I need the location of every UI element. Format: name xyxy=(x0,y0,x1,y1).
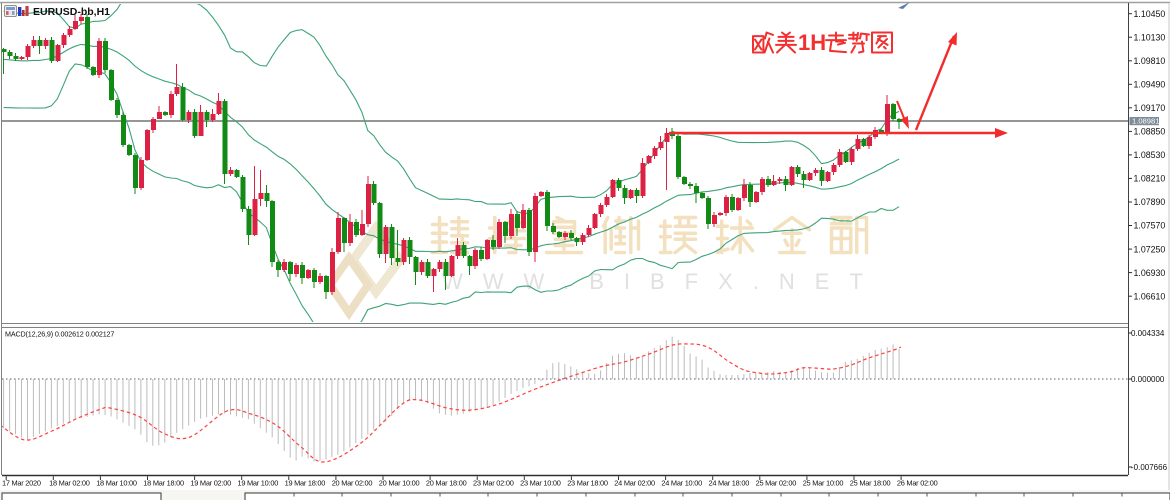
svg-text:17 Mar 2020: 17 Mar 2020 xyxy=(2,479,41,488)
svg-text:1.08981: 1.08981 xyxy=(1132,117,1159,126)
svg-text:26 Mar 02:00: 26 Mar 02:00 xyxy=(897,479,938,488)
svg-text:25 Mar 02:00: 25 Mar 02:00 xyxy=(756,479,797,488)
svg-text:-0.007666: -0.007666 xyxy=(1131,463,1168,472)
svg-text:0.000000: 0.000000 xyxy=(1131,375,1165,384)
svg-text:WWW.BIBFX.NET: WWW.BIBFX.NET xyxy=(442,269,883,294)
svg-text:19 Mar 18:00: 19 Mar 18:00 xyxy=(285,479,326,488)
svg-text:25 Mar 10:00: 25 Mar 10:00 xyxy=(803,479,844,488)
svg-text:1.10130: 1.10130 xyxy=(1134,32,1166,42)
svg-text:1.09810: 1.09810 xyxy=(1134,56,1166,66)
svg-text:20 Mar 18:00: 20 Mar 18:00 xyxy=(426,479,467,488)
svg-text:23 Mar 18:00: 23 Mar 18:00 xyxy=(567,479,608,488)
svg-text:1.09490: 1.09490 xyxy=(1134,80,1166,90)
svg-text:25 Mar 18:00: 25 Mar 18:00 xyxy=(850,479,891,488)
svg-text:18 Mar 10:00: 18 Mar 10:00 xyxy=(96,479,137,488)
svg-text:24 Mar 02:00: 24 Mar 02:00 xyxy=(614,479,655,488)
svg-text:1.08530: 1.08530 xyxy=(1134,150,1166,160)
svg-text:1.09170: 1.09170 xyxy=(1134,103,1166,113)
svg-text:18 Mar 18:00: 18 Mar 18:00 xyxy=(143,479,184,488)
svg-text:1.08850: 1.08850 xyxy=(1134,127,1166,137)
svg-text:19 Mar 10:00: 19 Mar 10:00 xyxy=(238,479,279,488)
svg-text:24 Mar 18:00: 24 Mar 18:00 xyxy=(709,479,750,488)
svg-text:MACD(12,26,9) 0.002612 0.00212: MACD(12,26,9) 0.002612 0.002127 xyxy=(5,330,114,339)
svg-text:1H: 1H xyxy=(798,30,826,55)
svg-text:24 Mar 10:00: 24 Mar 10:00 xyxy=(661,479,702,488)
svg-text:1.07570: 1.07570 xyxy=(1134,221,1166,231)
svg-text:0.004334: 0.004334 xyxy=(1131,329,1165,338)
svg-text:20 Mar 02:00: 20 Mar 02:00 xyxy=(332,479,373,488)
svg-text:23 Mar 02:00: 23 Mar 02:00 xyxy=(473,479,514,488)
svg-text:18 Mar 02:00: 18 Mar 02:00 xyxy=(49,479,90,488)
svg-text:19 Mar 02:00: 19 Mar 02:00 xyxy=(190,479,231,488)
svg-text:1.06930: 1.06930 xyxy=(1134,268,1166,278)
svg-text:1.06610: 1.06610 xyxy=(1134,291,1166,301)
svg-text:1.07890: 1.07890 xyxy=(1134,197,1166,207)
svg-text:1.10450: 1.10450 xyxy=(1134,9,1166,19)
svg-text:EURUSD-bb,H1: EURUSD-bb,H1 xyxy=(33,6,110,18)
svg-text:23 Mar 10:00: 23 Mar 10:00 xyxy=(520,479,561,488)
svg-text:1.07250: 1.07250 xyxy=(1134,244,1166,254)
svg-text:1.08210: 1.08210 xyxy=(1134,174,1166,184)
svg-text:20 Mar 10:00: 20 Mar 10:00 xyxy=(379,479,420,488)
